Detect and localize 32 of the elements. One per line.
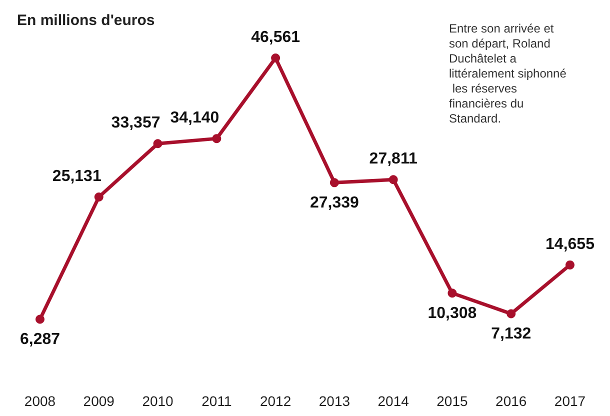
x-tick-label: 2012	[260, 393, 292, 409]
x-tick-label: 2017	[554, 393, 586, 409]
data-label: 25,131	[52, 168, 102, 185]
data-label: 14,655	[546, 236, 595, 253]
point	[153, 139, 162, 148]
x-tick-label: 2014	[378, 393, 410, 409]
x-tick-label: 2010	[142, 393, 174, 409]
point	[94, 192, 104, 202]
data-label: 27,811	[369, 150, 418, 168]
data-label: 34,140	[170, 110, 220, 127]
data-label: 7,132	[491, 326, 532, 343]
data-label: 6,287	[20, 331, 60, 348]
annotation: Entre son arrivée et son départ, Roland Duchâtelet a littéralement siphonné les réserves financières du Standard.	[449, 22, 567, 126]
point	[448, 288, 457, 298]
x-tick-label: 2013	[318, 393, 350, 409]
point	[36, 314, 44, 324]
point	[506, 309, 516, 318]
point	[271, 54, 280, 62]
x-tick-label: 2008	[24, 393, 56, 409]
x-tick-label: 2011	[202, 393, 232, 409]
data-label: 10,308	[428, 305, 477, 322]
x-tick-label: 2009	[83, 393, 115, 409]
point	[388, 175, 398, 184]
x-tick-label: 2016	[496, 393, 527, 409]
point	[212, 134, 222, 144]
point	[566, 260, 574, 270]
data-label: 33,357	[111, 114, 160, 132]
point	[330, 178, 339, 188]
data-label: 46,561	[251, 29, 300, 46]
data-label: 27,339	[310, 194, 360, 212]
chart-title: En millions d'euros	[17, 12, 155, 29]
x-tick-label: 2015	[436, 393, 468, 409]
